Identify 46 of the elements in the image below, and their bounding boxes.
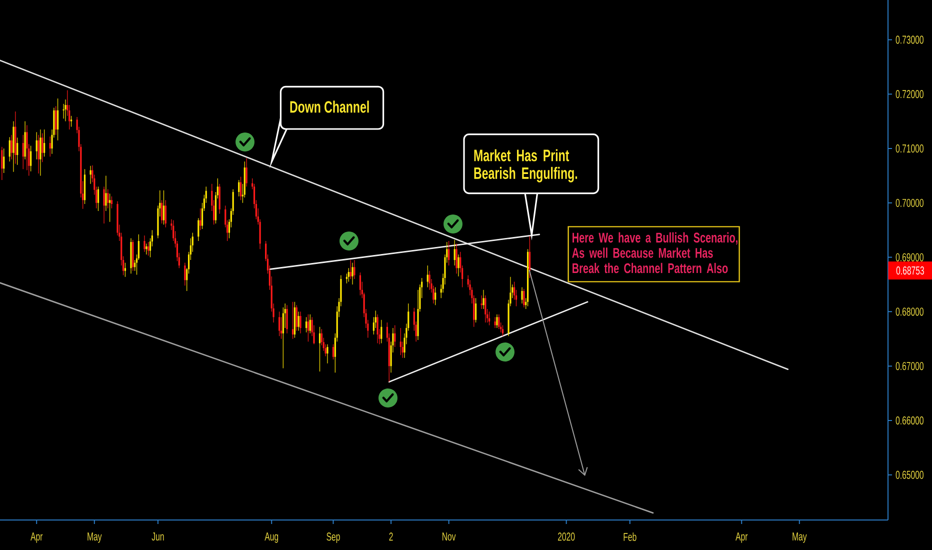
- candlestick: [496, 314, 498, 328]
- x-tick-label: Feb: [624, 532, 636, 541]
- x-tick-label: Apr: [30, 532, 43, 543]
- y-tick-label: 0.67000: [896, 362, 924, 370]
- y-tick-label: 0.70000: [896, 198, 924, 207]
- candlestick: [103, 186, 105, 224]
- candlestick: [326, 344, 328, 364]
- candlestick: [521, 287, 523, 304]
- x-tick-label: Aug: [264, 532, 278, 543]
- x-tick-label: Apr: [736, 532, 748, 543]
- y-tick-label: 0.69000: [896, 253, 924, 262]
- candlestick: [90, 166, 92, 184]
- x-tick-label: Nov: [442, 532, 456, 541]
- x-tick-label: May: [792, 532, 807, 543]
- candlestick: [40, 129, 42, 176]
- candlestick: [300, 312, 302, 334]
- y-tick-label: 0.72000: [896, 90, 924, 98]
- candlestick: [64, 100, 66, 122]
- candlestick: [523, 288, 525, 308]
- candlestick: [38, 134, 40, 174]
- y-tick-label: 0.65000: [896, 470, 924, 479]
- candlestick: [482, 290, 484, 309]
- y-tick-label: 0.73000: [896, 36, 924, 44]
- x-tick-label: Sep: [326, 532, 340, 543]
- x-tick-label: Jun: [152, 532, 164, 541]
- candlestick: [105, 176, 107, 212]
- candlestick: [144, 236, 146, 252]
- annotation: Here We have a Bullish Scenario, As well Because Market Has Break the Channel Pattern Also: [572, 232, 738, 274]
- candlestick: [494, 317, 496, 328]
- candlestick: [12, 121, 14, 172]
- y-tick-label: 0.66000: [896, 416, 924, 425]
- candlestick: [456, 244, 458, 274]
- y-tick-label: 0.68000: [896, 308, 924, 316]
- x-tick-label: 2: [389, 532, 393, 541]
- annotation: Market Has Print Bearish Engulfing.: [474, 149, 578, 182]
- candlestick: [130, 238, 132, 274]
- candlestick: [376, 314, 378, 344]
- x-tick-label: May: [88, 532, 102, 543]
- candlestick: [352, 262, 354, 284]
- candlestick: [24, 121, 26, 160]
- y-tick-label: 0.71000: [896, 144, 924, 153]
- candlestick: [458, 254, 460, 276]
- candlestick: [286, 305, 288, 334]
- annotation: Down Channel: [290, 100, 369, 113]
- x-tick-label: 2020: [558, 532, 575, 541]
- text: 0.68753: [896, 266, 924, 275]
